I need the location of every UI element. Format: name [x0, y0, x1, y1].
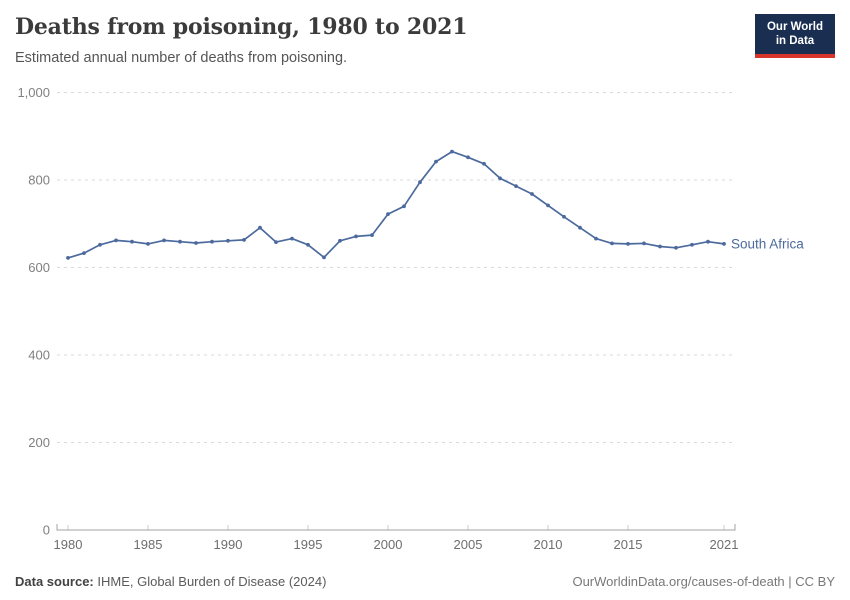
data-point[interactable] [514, 184, 518, 189]
data-point[interactable] [146, 242, 150, 246]
chart-title: Deaths from poisoning, 1980 to 2021 [15, 14, 468, 40]
data-source: Data source: IHME, Global Burden of Dise… [15, 574, 326, 589]
x-tick-label: 2010 [534, 537, 563, 552]
data-point[interactable] [706, 239, 710, 244]
data-point[interactable] [114, 238, 118, 243]
data-point[interactable] [642, 241, 646, 246]
data-point[interactable] [418, 180, 422, 185]
y-tick-label: 200 [28, 435, 50, 450]
x-tick-label: 2021 [710, 537, 739, 552]
data-point[interactable] [178, 239, 182, 244]
x-tick-label: 1990 [214, 537, 243, 552]
data-point[interactable] [450, 149, 454, 154]
data-point[interactable] [626, 242, 630, 246]
data-point[interactable] [594, 236, 598, 241]
data-source-value: IHME, Global Burden of Disease (2024) [93, 574, 327, 589]
data-point[interactable] [162, 238, 166, 243]
data-point[interactable] [226, 238, 230, 243]
data-point[interactable] [354, 234, 358, 239]
data-point[interactable] [130, 239, 134, 244]
x-tick-label: 2000 [374, 537, 403, 552]
data-point[interactable] [258, 225, 262, 230]
x-tick-label: 2005 [454, 537, 483, 552]
chart-subtitle: Estimated annual number of deaths from p… [15, 50, 348, 66]
data-point[interactable] [82, 251, 86, 256]
series-line[interactable] [67, 150, 725, 259]
y-tick-label: 600 [28, 260, 50, 275]
x-tick-label: 1995 [294, 537, 323, 552]
data-point[interactable] [578, 225, 582, 230]
data-point[interactable] [194, 241, 198, 245]
x-tick-label: 2015 [614, 537, 643, 552]
x-tick-label: 1980 [54, 537, 83, 552]
data-point[interactable] [322, 255, 326, 260]
owid-logo-line2: in Data [775, 35, 815, 48]
data-point[interactable] [466, 155, 470, 160]
data-source-label: Data source: [15, 574, 94, 589]
data-point[interactable] [210, 239, 214, 244]
data-point[interactable] [338, 238, 342, 243]
data-point[interactable] [530, 192, 534, 196]
owid-logo[interactable]: Our World in Data [755, 14, 835, 58]
credit-line: OurWorldinData.org/causes-of-death | CC … [572, 574, 835, 589]
line-chart-canvas[interactable]: 0 200 400 600 800 1,000 1980 1985 1990 1995 2000 20… [0, 0, 850, 560]
y-tick-label: 1,000 [17, 85, 50, 100]
data-point[interactable] [498, 176, 502, 181]
data-point[interactable] [610, 241, 614, 246]
data-point[interactable] [290, 236, 294, 241]
data-point[interactable] [402, 204, 406, 209]
data-point[interactable] [690, 242, 694, 247]
data-point[interactable] [434, 159, 438, 164]
owid-logo-line1: Our World [766, 21, 823, 33]
data-point[interactable] [370, 233, 374, 238]
data-point[interactable] [66, 256, 70, 260]
data-point[interactable] [242, 238, 246, 242]
data-point[interactable] [98, 242, 102, 247]
data-point[interactable] [274, 240, 278, 245]
y-tick-label: 400 [28, 348, 50, 363]
y-tick-label: 800 [28, 173, 50, 188]
data-point[interactable] [562, 214, 566, 219]
data-point[interactable] [306, 242, 310, 247]
series-end-label[interactable]: South Africa [731, 236, 804, 251]
y-tick-label: 0 [43, 523, 50, 538]
data-point[interactable] [386, 212, 390, 217]
data-point[interactable] [722, 242, 726, 246]
data-point[interactable] [658, 244, 662, 249]
data-point[interactable] [482, 161, 486, 166]
data-point[interactable] [674, 245, 678, 250]
owid-logo-red-bar [755, 53, 835, 58]
x-axis-line [56, 524, 736, 531]
x-tick-label: 1985 [134, 537, 163, 552]
data-point[interactable] [546, 203, 550, 208]
chart-footer: Data source: IHME, Global Burden of Dise… [15, 574, 835, 589]
